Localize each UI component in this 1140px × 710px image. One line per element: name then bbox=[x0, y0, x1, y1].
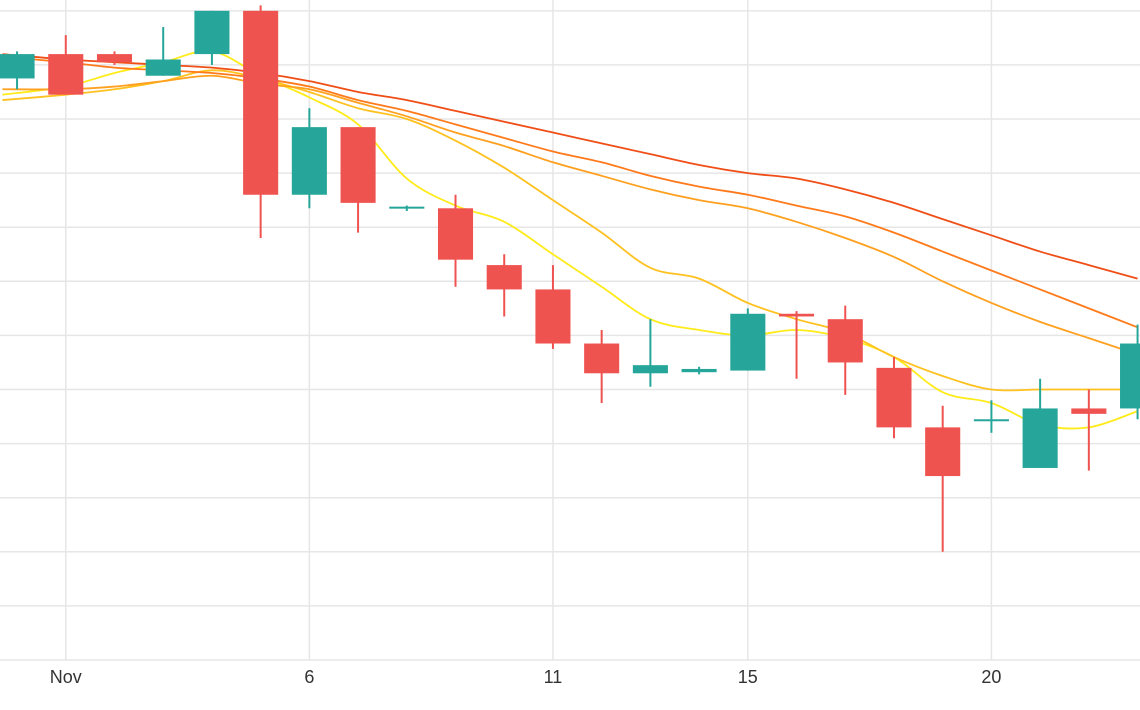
candle-up bbox=[145, 27, 181, 76]
moving-average-line-1 bbox=[2, 50, 1138, 430]
candle-up bbox=[632, 319, 668, 387]
candle-body bbox=[243, 10, 279, 195]
candle-down bbox=[243, 5, 279, 239]
x-axis-tick-labels: Nov611152025 bbox=[50, 667, 1002, 687]
candle-down bbox=[340, 127, 376, 233]
candle-down bbox=[486, 254, 522, 317]
candle-down bbox=[876, 357, 912, 439]
candle-body bbox=[145, 59, 181, 76]
candle-body bbox=[1071, 408, 1107, 414]
candles bbox=[0, 5, 1140, 552]
x-tick-label: 20 bbox=[981, 667, 1001, 687]
candle-down bbox=[1071, 389, 1107, 471]
candle-body bbox=[876, 367, 912, 428]
candle-down bbox=[96, 51, 133, 65]
candle-body bbox=[48, 54, 84, 95]
moving-average-lines bbox=[2, 50, 1138, 430]
candle-body bbox=[1022, 408, 1058, 468]
candle-up bbox=[973, 400, 1009, 433]
candle-body bbox=[973, 419, 1009, 422]
candle-body bbox=[632, 365, 668, 374]
candle-up bbox=[1022, 378, 1058, 468]
x-tick-label: 6 bbox=[304, 667, 314, 687]
candle-down bbox=[779, 311, 815, 379]
x-tick-label: 15 bbox=[738, 667, 758, 687]
candle-up bbox=[291, 108, 327, 209]
candle-body bbox=[0, 54, 35, 79]
candle-up bbox=[1120, 324, 1140, 420]
candle-body bbox=[486, 265, 522, 290]
candle-body bbox=[730, 313, 766, 371]
candle-down bbox=[827, 305, 863, 395]
candle-body bbox=[437, 208, 474, 260]
moving-average-line-4 bbox=[2, 55, 1138, 329]
candle-body bbox=[827, 319, 863, 363]
candle-down bbox=[437, 194, 474, 287]
candle-body bbox=[1120, 343, 1140, 409]
candle-up bbox=[730, 308, 766, 371]
moving-average-line-5 bbox=[2, 53, 1138, 280]
candle-body bbox=[291, 127, 327, 195]
candle-down bbox=[48, 35, 84, 95]
moving-average-line-2 bbox=[2, 69, 1138, 392]
candle-down bbox=[925, 405, 961, 552]
candle-body bbox=[389, 206, 425, 209]
candle-up bbox=[194, 10, 230, 65]
candle-body bbox=[340, 127, 376, 203]
candle-body bbox=[194, 10, 230, 55]
candle-down bbox=[584, 330, 620, 404]
candle-up bbox=[681, 366, 717, 375]
moving-average-line-3 bbox=[2, 74, 1138, 356]
x-tick-label: 11 bbox=[544, 667, 563, 687]
candle-up bbox=[389, 205, 425, 211]
candle-body bbox=[535, 289, 571, 344]
candle-body bbox=[779, 313, 815, 317]
candle-down bbox=[535, 265, 571, 349]
x-tick-label: Nov bbox=[50, 667, 82, 687]
candle-body bbox=[584, 343, 620, 374]
candle-body bbox=[681, 368, 717, 373]
candle-up bbox=[0, 51, 35, 90]
candle-body bbox=[925, 427, 961, 477]
candle-body bbox=[96, 54, 133, 63]
